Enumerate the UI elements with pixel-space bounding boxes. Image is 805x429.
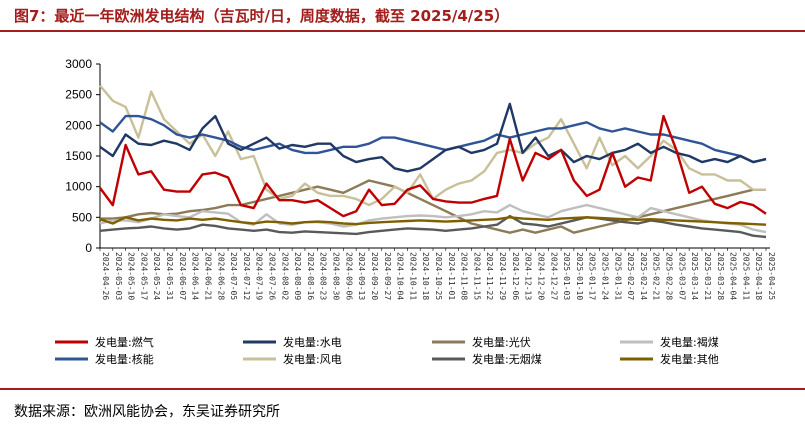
x-tick-label: 2024-08-16 [306,252,315,300]
source-note: 数据来源：欧洲风能协会，东吴证券研究所 [14,404,280,420]
line-chart: 0 500 1000 1500 2000 2500 3000 2024-04-26 2024-0… [55,57,776,366]
x-tick-label: 2024-05-17 [139,252,148,300]
x-tick-label: 2024-06-21 [203,252,212,300]
x-tick-label: 2025-01-17 [588,252,597,300]
legend-label: 发电量:水电 [283,335,342,349]
legend-label: 发电量:其他 [660,352,719,366]
x-tick-label: 2024-08-23 [319,252,328,300]
x-tick-label: 2025-04-11 [741,252,750,300]
x-tick-label: 2025-03-07 [677,252,686,300]
x-tick-label: 2024-12-06 [511,252,520,300]
x-tick-label: 2025-03-28 [716,252,725,300]
y-tick-label: 1500 [65,149,92,163]
x-tick-label: 2025-02-07 [626,252,635,300]
x-tick-label: 2025-02-28 [665,252,674,300]
x-tick-label: 2024-07-12 [242,252,251,300]
x-tick-label: 2024-07-26 [268,252,277,300]
x-tick-label: 2025-01-24 [601,252,610,300]
y-tick-label: 3000 [65,57,92,71]
x-tick-label: 2024-05-24 [152,252,161,300]
legend-label: 发电量:无烟煤 [472,352,542,366]
legend-label: 发电量:光伏 [472,335,531,349]
legend-label: 发电量:风电 [283,352,342,366]
y-tick-label: 500 [72,210,92,224]
x-tick-label: 2024-07-05 [229,252,238,300]
y-tick-label: 1000 [65,180,92,194]
x-tick-label: 2024-12-13 [524,252,533,300]
x-tick-label: 2024-06-07 [178,252,187,300]
series-line-5 [99,114,767,164]
series-line-3 [100,179,766,234]
x-tick-label: 2024-08-02 [280,252,289,300]
series-line-1 [99,114,767,218]
axes: 0 500 1000 1500 2000 2500 3000 2024-04-26 2024-0… [65,57,776,300]
series-line-8 [99,216,767,226]
x-tick-label: 2024-06-28 [216,252,225,300]
x-tick-label: 2024-12-20 [536,252,545,300]
x-tick-label: 2025-02-21 [652,252,661,300]
x-tick-label: 2024-11-22 [485,252,494,300]
x-tick-label: 2025-01-03 [562,252,571,300]
x-tick-label: 2024-08-30 [332,252,341,300]
x-tick-label: 2024-05-03 [114,252,123,300]
x-tick-label: 2024-07-19 [255,252,264,300]
x-tick-label: 2024-09-20 [370,252,379,300]
series-line-7 [99,214,767,239]
x-tick-label: 2024-06-14 [191,252,200,300]
x-tick-label: 2024-09-27 [383,252,392,300]
x-tick-label: 2025-03-14 [690,252,699,300]
x-tick-label: 2024-04-26 [101,252,110,300]
x-tick-label: 2025-03-21 [703,252,712,300]
x-tick-label: 2024-12-27 [549,252,558,300]
x-tick-label: 2024-11-01 [447,252,456,300]
x-tick-label: 2024-08-09 [293,252,302,300]
series-line-2 [99,102,767,173]
x-tick-label: 2024-10-04 [396,252,405,300]
x-tick-label: 2025-01-10 [575,252,584,300]
x-tick-label: 2025-02-14 [639,252,648,300]
series-line-4 [99,203,767,234]
x-tick-label: 2024-10-25 [434,252,443,300]
legend-label: 发电量:褐煤 [660,335,719,349]
x-tick-label: 2025-04-04 [729,252,738,300]
x-tick-label: 2024-05-31 [165,252,174,300]
x-tick-label: 2024-11-29 [498,252,507,300]
x-tick-label: 2025-01-31 [613,252,622,300]
title-bar: 图7：最近一年欧洲发电结构（吉瓦时/日，周度数据，截至 2025/4/25） [0,0,805,32]
x-tick-label: 2024-09-13 [357,252,366,300]
y-tick-label: 2500 [65,88,92,102]
series-lines [99,84,767,239]
series-line-6 [99,84,766,207]
x-tick-label: 2024-10-18 [421,252,430,300]
chart-title: 图7：最近一年欧洲发电结构（吉瓦时/日，周度数据，截至 2025/4/25） [14,7,510,25]
x-tick-label: 2024-09-06 [344,252,353,300]
x-tick-label: 2024-10-11 [408,252,417,300]
x-tick-label: 2025-04-18 [754,252,763,300]
y-tick-label: 0 [85,241,92,255]
y-tick-label: 2000 [65,118,92,132]
x-tick-label: 2024-11-15 [472,252,481,300]
legend-label: 发电量:燃气 [95,335,154,349]
x-tick-label: 2024-05-10 [127,252,136,300]
x-tick-label: 2025-04-25 [767,252,776,300]
x-tick-label: 2024-11-08 [460,252,469,300]
source-bar: 数据来源：欧洲风能协会，东吴证券研究所 [0,388,805,429]
legend-label: 发电量:核能 [95,352,154,366]
